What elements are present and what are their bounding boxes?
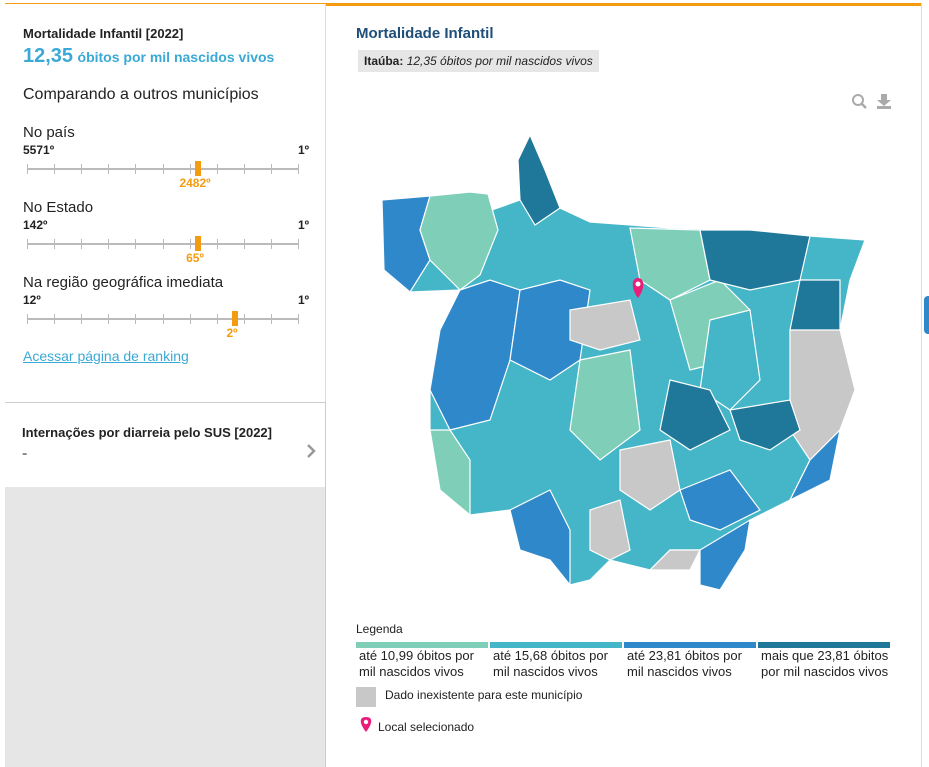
comparison-heading: Comparando a outros municípios (23, 86, 259, 103)
ranking-best: 1º (297, 218, 309, 232)
slider-tick (162, 239, 164, 249)
slider-tick (27, 314, 28, 324)
legend-label: até 10,99 óbitos por mil nascidos vivos (359, 648, 474, 679)
slider-tick (81, 239, 83, 249)
slider-tick (108, 164, 110, 174)
next-indicator-value: - (22, 445, 28, 462)
slider-marker (232, 311, 238, 326)
ranking-worst: 142º (23, 218, 48, 232)
slider-tick (135, 239, 137, 249)
slider-tick (270, 314, 272, 324)
legend-bar (490, 642, 622, 648)
slider-tick (243, 239, 245, 249)
ranking-best: 1º (297, 293, 309, 307)
indicator-panel: Mortalidade Infantil [2022] 12,35 óbitos… (5, 4, 326, 402)
border (921, 3, 922, 767)
empty-panel (5, 487, 326, 767)
slider-tick (189, 239, 191, 249)
legend-label: até 15,68 óbitos por mil nascidos vivos (493, 648, 608, 679)
next-indicator-card[interactable]: Internações por diarreia pelo SUS [2022]… (5, 402, 326, 488)
chevron-icon (307, 444, 316, 458)
slider-tick (54, 239, 56, 249)
slider-tick (189, 164, 191, 174)
legend-bar (758, 642, 890, 648)
slider-tick (81, 164, 83, 174)
map-tools (852, 94, 891, 109)
ranking-position: 65º (186, 251, 204, 265)
zoom-button[interactable] (852, 94, 867, 109)
ranking-slider (27, 161, 299, 176)
missing-swatch (356, 687, 376, 707)
slider-marker (195, 236, 201, 251)
ranking-label: No país (23, 124, 75, 141)
selected-value: 12,35 óbitos por mil nascidos vivos (406, 54, 593, 68)
ranking-worst: 12º (23, 293, 41, 307)
slider-tick (270, 164, 272, 174)
slider-tick (216, 164, 218, 174)
legend-bar (356, 642, 488, 648)
choropleth-map (381, 133, 866, 591)
ranking-best: 1º (297, 143, 309, 157)
ranking-worst: 5571º (23, 143, 55, 157)
selected-name: Itaúba: (364, 54, 404, 68)
ranking-slider (27, 311, 299, 326)
slider-tick (108, 239, 110, 249)
slider-tick (81, 314, 83, 324)
slider-tick (108, 314, 110, 324)
slider-tick (270, 239, 272, 249)
accent-bar (5, 3, 922, 6)
slider-tick (162, 314, 164, 324)
indicator-value-row: 12,35 óbitos por mil nascidos vivos (23, 45, 274, 68)
ranking-label: Na região geográfica imediata (23, 274, 224, 291)
indicator-unit: óbitos por mil nascidos vivos (77, 49, 275, 65)
slider-tick (135, 164, 137, 174)
slider-tick (298, 239, 299, 249)
legend-title: Legenda (356, 622, 403, 636)
ranking-link[interactable]: Acessar página de ranking (23, 348, 189, 364)
pin-icon (360, 717, 372, 732)
slider-tick (298, 314, 299, 324)
next-indicator-title: Internações por diarreia pelo SUS [2022] (22, 425, 272, 440)
ranking-position: 2482º (179, 176, 211, 190)
slider-tick (54, 164, 56, 174)
slider-tick (27, 239, 28, 249)
slider-marker (195, 161, 201, 176)
ranking-position: 2º (226, 326, 238, 340)
slider-tick (243, 164, 245, 174)
indicator-value: 12,35 (23, 45, 74, 67)
slider-tick (162, 164, 164, 174)
legend-label: mais que 23,81 óbitos por mil nascidos v… (761, 648, 889, 679)
selected-pin (632, 278, 644, 298)
slider-tick (243, 314, 245, 324)
ranking-label: No Estado (23, 199, 94, 216)
map-title: Mortalidade Infantil (356, 25, 494, 42)
ranking-slider (27, 236, 299, 251)
legend-label: até 23,81 óbitos por mil nascidos vivos (627, 648, 742, 679)
slider-tick (135, 314, 137, 324)
missing-label: Dado inexistente para este município (385, 688, 583, 702)
slider-tick (216, 314, 218, 324)
slider-tick (298, 164, 299, 174)
slider-tick (189, 314, 191, 324)
side-tab[interactable] (924, 296, 929, 334)
slider-tick (27, 164, 28, 174)
selected-info: Itaúba: 12,35 óbitos por mil nascidos vi… (358, 50, 599, 72)
selected-place-label: Local selecionado (378, 720, 475, 734)
slider-tick (216, 239, 218, 249)
download-button[interactable] (877, 94, 891, 109)
legend-bar (624, 642, 756, 648)
slider-tick (54, 314, 56, 324)
indicator-title: Mortalidade Infantil [2022] (23, 26, 184, 41)
